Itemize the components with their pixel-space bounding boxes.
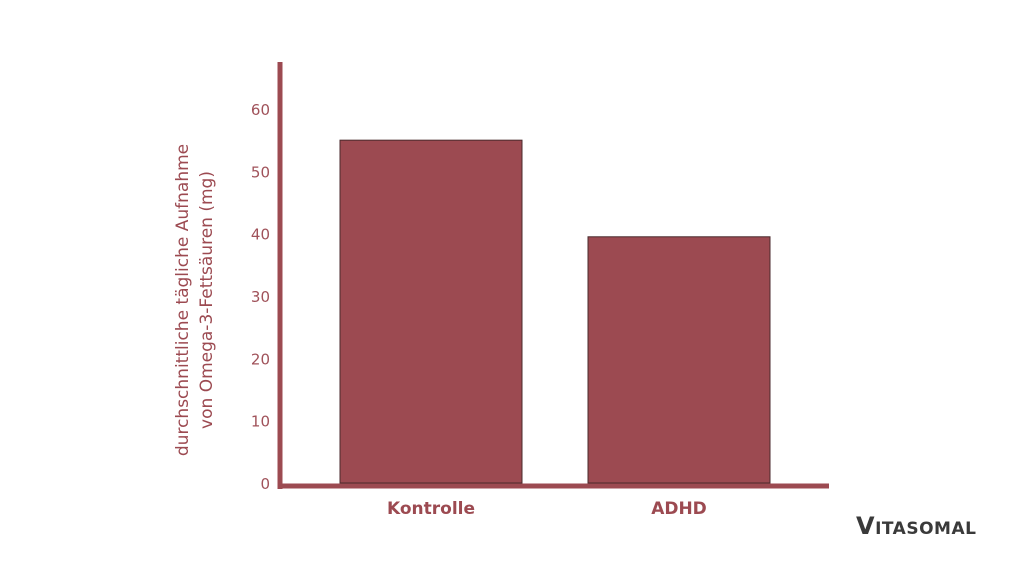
- y-tick-label: 0: [260, 475, 270, 493]
- y-axis-label: durchschnittliche tägliche Aufnahme von …: [173, 144, 217, 456]
- x-tick-label: Kontrolle: [387, 499, 475, 519]
- logo-initial: V: [856, 512, 876, 540]
- y-axis-label-line-2: von Omega-3-Fettsäuren (mg): [197, 171, 217, 429]
- vitasomal-logo: VITASOMAL: [856, 512, 976, 540]
- y-tick-label: 60: [251, 101, 270, 119]
- y-tick-label: 20: [251, 350, 270, 368]
- y-tick-label: 30: [251, 288, 270, 306]
- bar-adhd: [587, 236, 771, 484]
- y-tick-label: 50: [251, 163, 270, 181]
- y-axis-label-line-1: durchschnittliche tägliche Aufnahme: [173, 144, 193, 456]
- y-tick-label: 40: [251, 226, 270, 244]
- bar-kontrolle: [339, 139, 523, 484]
- y-tick-label: 10: [251, 413, 270, 431]
- logo-text: ITASOMAL: [875, 519, 977, 539]
- x-tick-label: ADHD: [651, 499, 707, 519]
